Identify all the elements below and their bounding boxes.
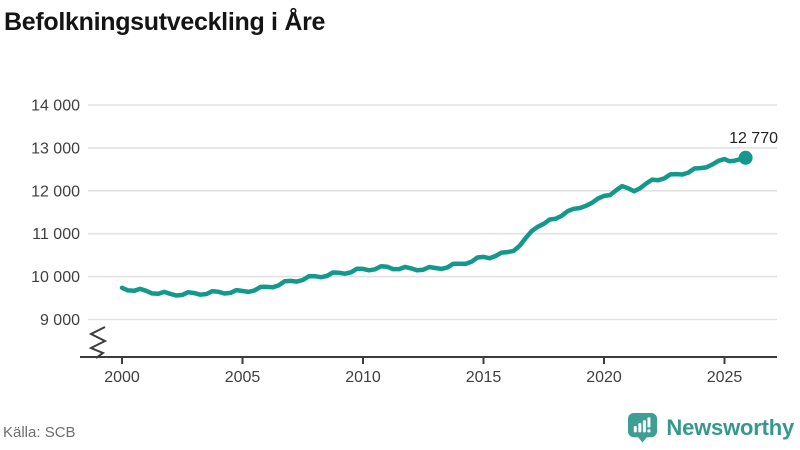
source-label: Källa: SCB [3,424,76,441]
end-value-label: 12 770 [729,130,778,147]
x-tick-label: 2020 [586,369,622,386]
y-tick-label: 11 000 [32,226,80,243]
y-tick-label: 14 000 [31,98,80,115]
population-line [119,155,748,298]
x-tick-label: 2015 [466,369,502,386]
page-title: Befolkningsutveckling i Åre [4,8,326,36]
y-tick-label: 12 000 [31,183,80,200]
y-tick-label: 10 000 [31,269,80,286]
x-tick-label: 2005 [225,369,261,386]
bar-chart-speech-bubble-icon [628,412,658,443]
x-tick-label: 2010 [345,369,381,386]
x-tick-label: 2025 [707,369,743,386]
brand-name: Newsworthy [666,414,794,440]
axis-break-icon [88,326,108,359]
y-tick-label: 9 000 [40,312,80,329]
y-tick-label: 13 000 [31,140,80,157]
x-tick-label: 2000 [104,369,140,386]
end-point-dot [738,150,753,165]
newsworthy-brand[interactable]: Newsworthy [627,412,794,443]
